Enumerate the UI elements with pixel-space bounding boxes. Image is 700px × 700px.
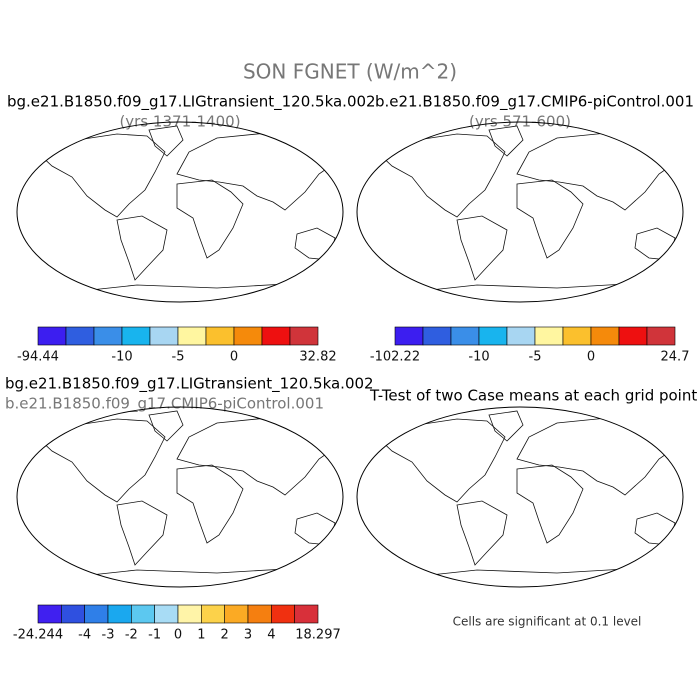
map-border bbox=[16, 121, 344, 303]
colorbar-label: -4 bbox=[78, 628, 91, 643]
map bbox=[356, 121, 684, 303]
panel-note: Cells are significant at 0.1 level bbox=[453, 615, 642, 629]
colorbar-box bbox=[562, 326, 592, 346]
colorbar-box bbox=[271, 604, 295, 624]
colorbar-box bbox=[61, 604, 85, 624]
coastline bbox=[376, 125, 680, 302]
colorbar-box bbox=[37, 604, 62, 624]
map-border bbox=[16, 406, 344, 588]
colorbar-label: -3 bbox=[102, 628, 115, 643]
colorbar-box bbox=[177, 326, 207, 346]
colorbar-box bbox=[261, 326, 291, 346]
panel-title: T-Test of two Case means at each grid po… bbox=[369, 387, 697, 405]
colorbar-box bbox=[646, 326, 676, 346]
land-fill bbox=[37, 126, 339, 302]
colorbar-box bbox=[154, 604, 179, 624]
panel-subtitle: b.e21.B1850.f09_g17.CMIP6-piControl.001 bbox=[5, 395, 324, 414]
colorbar-box bbox=[205, 326, 235, 346]
map-border bbox=[356, 121, 684, 303]
colorbar-box bbox=[177, 604, 202, 624]
colorbar-box bbox=[618, 326, 648, 346]
colorbar-box bbox=[93, 326, 123, 346]
panel-title: bg.e21.B1850.f09_g17.LIGtransient_120.5k… bbox=[5, 375, 374, 394]
colorbar-label: -102.22 bbox=[370, 350, 420, 365]
colorbar-box bbox=[478, 326, 508, 346]
figure-title: SON FGNET (W/m^2) bbox=[243, 60, 457, 84]
coastline bbox=[36, 125, 340, 302]
colorbar-label: 0 bbox=[174, 628, 182, 643]
colorbar-box bbox=[224, 604, 249, 624]
colorbar-box bbox=[37, 326, 67, 346]
land-fill bbox=[377, 126, 679, 302]
panels: bg.e21.B1850.f09_g17.LIGtransient_120.5k… bbox=[5, 93, 697, 643]
colorbar-box bbox=[534, 326, 564, 346]
colorbar-label: -5 bbox=[529, 350, 542, 365]
panel: bg.e21.B1850.f09_g17.LIGtransient_120.5k… bbox=[7, 93, 376, 365]
colorbar-label: 2 bbox=[221, 628, 229, 643]
panel: bg.e21.B1850.f09_g17.LIGtransient_120.5k… bbox=[5, 375, 374, 643]
panel: b.e21.B1850.f09_g17.CMIP6-piControl.001(… bbox=[356, 93, 694, 365]
colorbar-box bbox=[121, 326, 151, 346]
colorbar-label: 24.7 bbox=[661, 350, 690, 365]
map-border bbox=[356, 406, 684, 588]
colorbar-label: 18.297 bbox=[295, 628, 341, 643]
colorbar-box bbox=[247, 604, 272, 624]
map bbox=[356, 406, 684, 588]
colorbar-label: -5 bbox=[172, 350, 185, 365]
colorbar-box bbox=[131, 604, 155, 624]
colorbar-label: 4 bbox=[267, 628, 275, 643]
map-clip bbox=[376, 125, 680, 302]
panel-title: b.e21.B1850.f09_g17.CMIP6-piControl.001 bbox=[375, 93, 694, 112]
colorbar-label: 32.82 bbox=[299, 350, 336, 365]
colorbar-label: -10 bbox=[111, 350, 132, 365]
colorbar-box bbox=[450, 326, 480, 346]
colorbar-label: 0 bbox=[230, 350, 238, 365]
colorbar-box bbox=[394, 326, 424, 346]
map-clip bbox=[36, 125, 340, 302]
coastline bbox=[36, 410, 340, 587]
map bbox=[16, 121, 344, 303]
colorbar-label: -94.44 bbox=[17, 350, 59, 365]
colorbar-box bbox=[294, 604, 319, 624]
colorbar-label: -10 bbox=[468, 350, 489, 365]
colorbar-label: -24.244 bbox=[13, 628, 63, 643]
colorbar-box bbox=[149, 326, 179, 346]
map-clip bbox=[376, 410, 680, 587]
colorbar-label: 0 bbox=[587, 350, 595, 365]
colorbar-box bbox=[590, 326, 620, 346]
colorbar-label: 3 bbox=[244, 628, 252, 643]
colorbar-label: 1 bbox=[197, 628, 205, 643]
colorbar-box bbox=[107, 604, 132, 624]
colorbar-box bbox=[506, 326, 536, 346]
colorbar-box bbox=[84, 604, 109, 624]
land-fill bbox=[377, 411, 679, 587]
colorbar-label: -2 bbox=[125, 628, 138, 643]
colorbar-box bbox=[289, 326, 319, 346]
coastline bbox=[376, 410, 680, 587]
land-fill bbox=[37, 411, 339, 587]
colorbar-box bbox=[233, 326, 263, 346]
colorbar-label: -1 bbox=[148, 628, 161, 643]
map-clip bbox=[36, 410, 340, 587]
colorbar-box bbox=[201, 604, 225, 624]
panel: T-Test of two Case means at each grid po… bbox=[356, 387, 697, 629]
colorbar-box bbox=[65, 326, 95, 346]
map bbox=[16, 406, 344, 588]
panel-title: bg.e21.B1850.f09_g17.LIGtransient_120.5k… bbox=[7, 93, 376, 112]
colorbar-box bbox=[422, 326, 452, 346]
